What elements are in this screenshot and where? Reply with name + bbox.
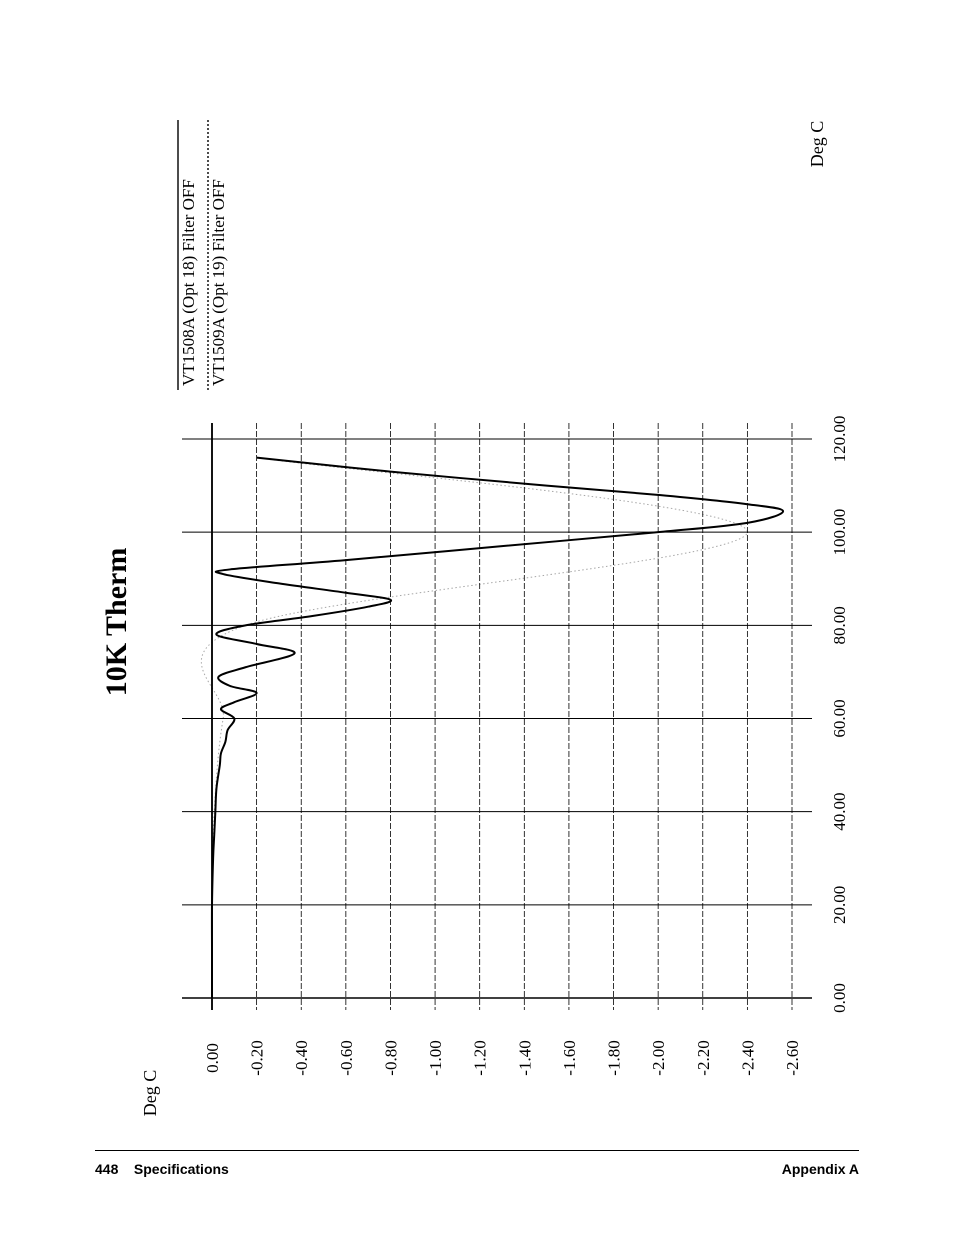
x-tick-labels: 0.00 20.00 40.00 60.00 80.00 100.00 120.00 [830, 416, 849, 1013]
y-tick-label-12: -2.40 [738, 1040, 757, 1075]
x-tick-label-4: 80.00 [830, 606, 849, 644]
x-axis-label: Deg C [807, 121, 827, 168]
y-tick-label-5: -1.00 [426, 1040, 445, 1075]
x-tick-label-6: 120.00 [830, 416, 849, 463]
x-tick-label-0: 0.00 [830, 983, 849, 1013]
y-tick-label-8: -1.60 [560, 1040, 579, 1075]
series-line-1 [200, 457, 748, 999]
legend: VT1508A (Opt 18) Filter OFF VT1509A (Opt … [177, 120, 228, 390]
y-tick-label-4: -0.80 [381, 1040, 400, 1075]
grid [182, 423, 812, 1010]
y-axis-label: Deg C [140, 1070, 160, 1117]
x-tick-label-3: 60.00 [830, 699, 849, 737]
chart-title: 10K Therm [100, 548, 133, 697]
y-tick-label-11: -2.20 [694, 1040, 713, 1075]
y-tick-label-6: -1.20 [471, 1040, 490, 1075]
legend-label-1: VT1509A (Opt 19) Filter OFF [209, 179, 228, 386]
y-tick-label-1: -0.20 [248, 1040, 267, 1075]
x-tick-label-5: 100.00 [830, 509, 849, 556]
y-tick-labels: 0.00 -0.20 -0.40 -0.60 -0.80 -1.00 -1.20 -1.40 -… [203, 1040, 802, 1075]
y-tick-label-0: 0.00 [203, 1043, 222, 1073]
y-tick-label-9: -1.80 [605, 1040, 624, 1075]
x-tick-label-2: 40.00 [830, 793, 849, 831]
x-tick-label-1: 20.00 [830, 886, 849, 924]
legend-label-0: VT1508A (Opt 18) Filter OFF [179, 179, 198, 386]
y-tick-label-7: -1.40 [515, 1040, 534, 1075]
series-line-0 [210, 456, 785, 998]
y-tick-label-2: -0.40 [292, 1040, 311, 1075]
footer-page-section: 448 Specifications [95, 1161, 229, 1177]
y-tick-label-13: -2.60 [783, 1040, 802, 1075]
y-tick-label-3: -0.60 [337, 1040, 356, 1075]
y-tick-label-10: -2.00 [649, 1040, 668, 1075]
footer-appendix: Appendix A [781, 1161, 859, 1177]
series-layer [200, 456, 785, 999]
footer-rule [95, 1150, 859, 1151]
